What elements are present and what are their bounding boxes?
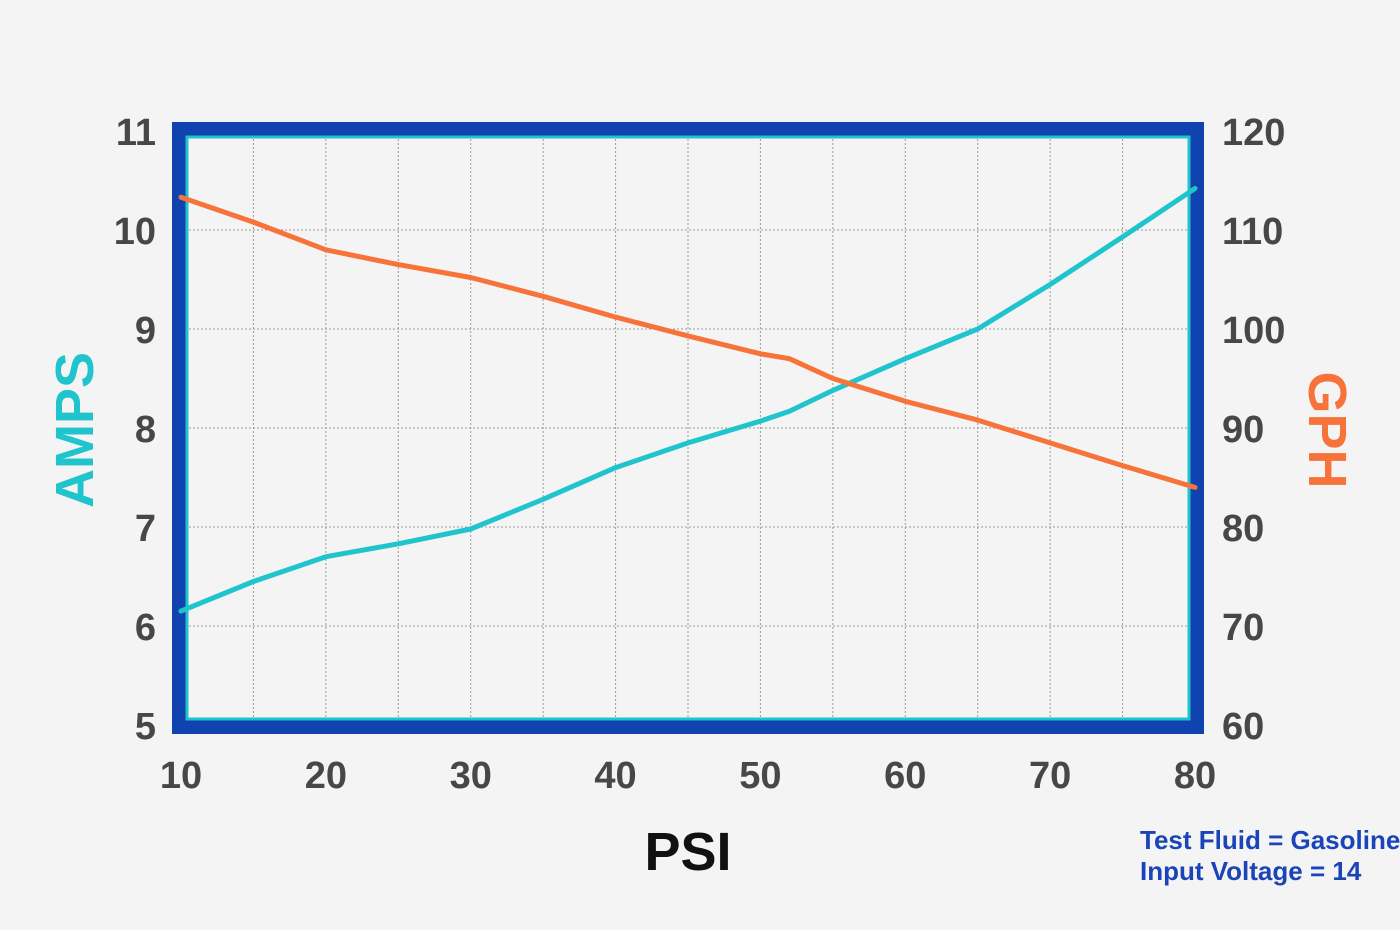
y-left-tick-label: 6 — [135, 607, 156, 649]
grid — [181, 131, 1195, 725]
y-right-tick-label: 60 — [1222, 706, 1264, 748]
x-tick-label: 50 — [739, 755, 781, 797]
y-right-tick-labels: 60 70 80 90 100 110 120 — [1222, 112, 1285, 748]
x-tick-label: 60 — [884, 755, 926, 797]
y-left-axis-title: AMPS — [45, 352, 105, 508]
x-tick-label: 20 — [305, 755, 347, 797]
x-tick-label: 80 — [1174, 755, 1216, 797]
y-left-tick-label: 8 — [135, 409, 156, 451]
test-fluid-note: Test Fluid = Gasoline — [1140, 825, 1400, 855]
y-left-tick-label: 7 — [135, 508, 156, 550]
plot-frame-outer — [172, 122, 1204, 734]
y-left-tick-label: 5 — [135, 706, 156, 748]
y-right-tick-label: 80 — [1222, 508, 1264, 550]
y-right-tick-label: 100 — [1222, 310, 1285, 352]
plot-frame-inner — [185, 135, 1191, 721]
y-right-tick-label: 70 — [1222, 607, 1264, 649]
series-line-amps — [178, 185, 1198, 614]
x-axis-title: PSI — [644, 822, 731, 882]
input-voltage-note: Input Voltage = 14 — [1140, 856, 1362, 886]
y-right-tick-label: 90 — [1222, 409, 1264, 451]
y-right-axis-title: GPH — [1297, 371, 1357, 488]
series-line-gph — [178, 194, 1198, 490]
series-lines — [178, 185, 1198, 614]
y-left-tick-label: 11 — [116, 112, 156, 154]
y-right-tick-label: 110 — [1222, 211, 1283, 253]
y-left-tick-labels: 5 6 7 8 9 10 11 — [114, 112, 156, 748]
x-tick-label: 70 — [1029, 755, 1071, 797]
y-left-tick-label: 9 — [135, 310, 156, 352]
x-tick-labels: 10 20 30 40 50 60 70 80 — [160, 755, 1216, 797]
x-tick-label: 30 — [450, 755, 492, 797]
y-left-tick-label: 10 — [114, 211, 156, 253]
x-tick-label: 40 — [594, 755, 636, 797]
x-tick-label: 10 — [160, 755, 202, 797]
y-right-tick-label: 120 — [1222, 112, 1285, 154]
